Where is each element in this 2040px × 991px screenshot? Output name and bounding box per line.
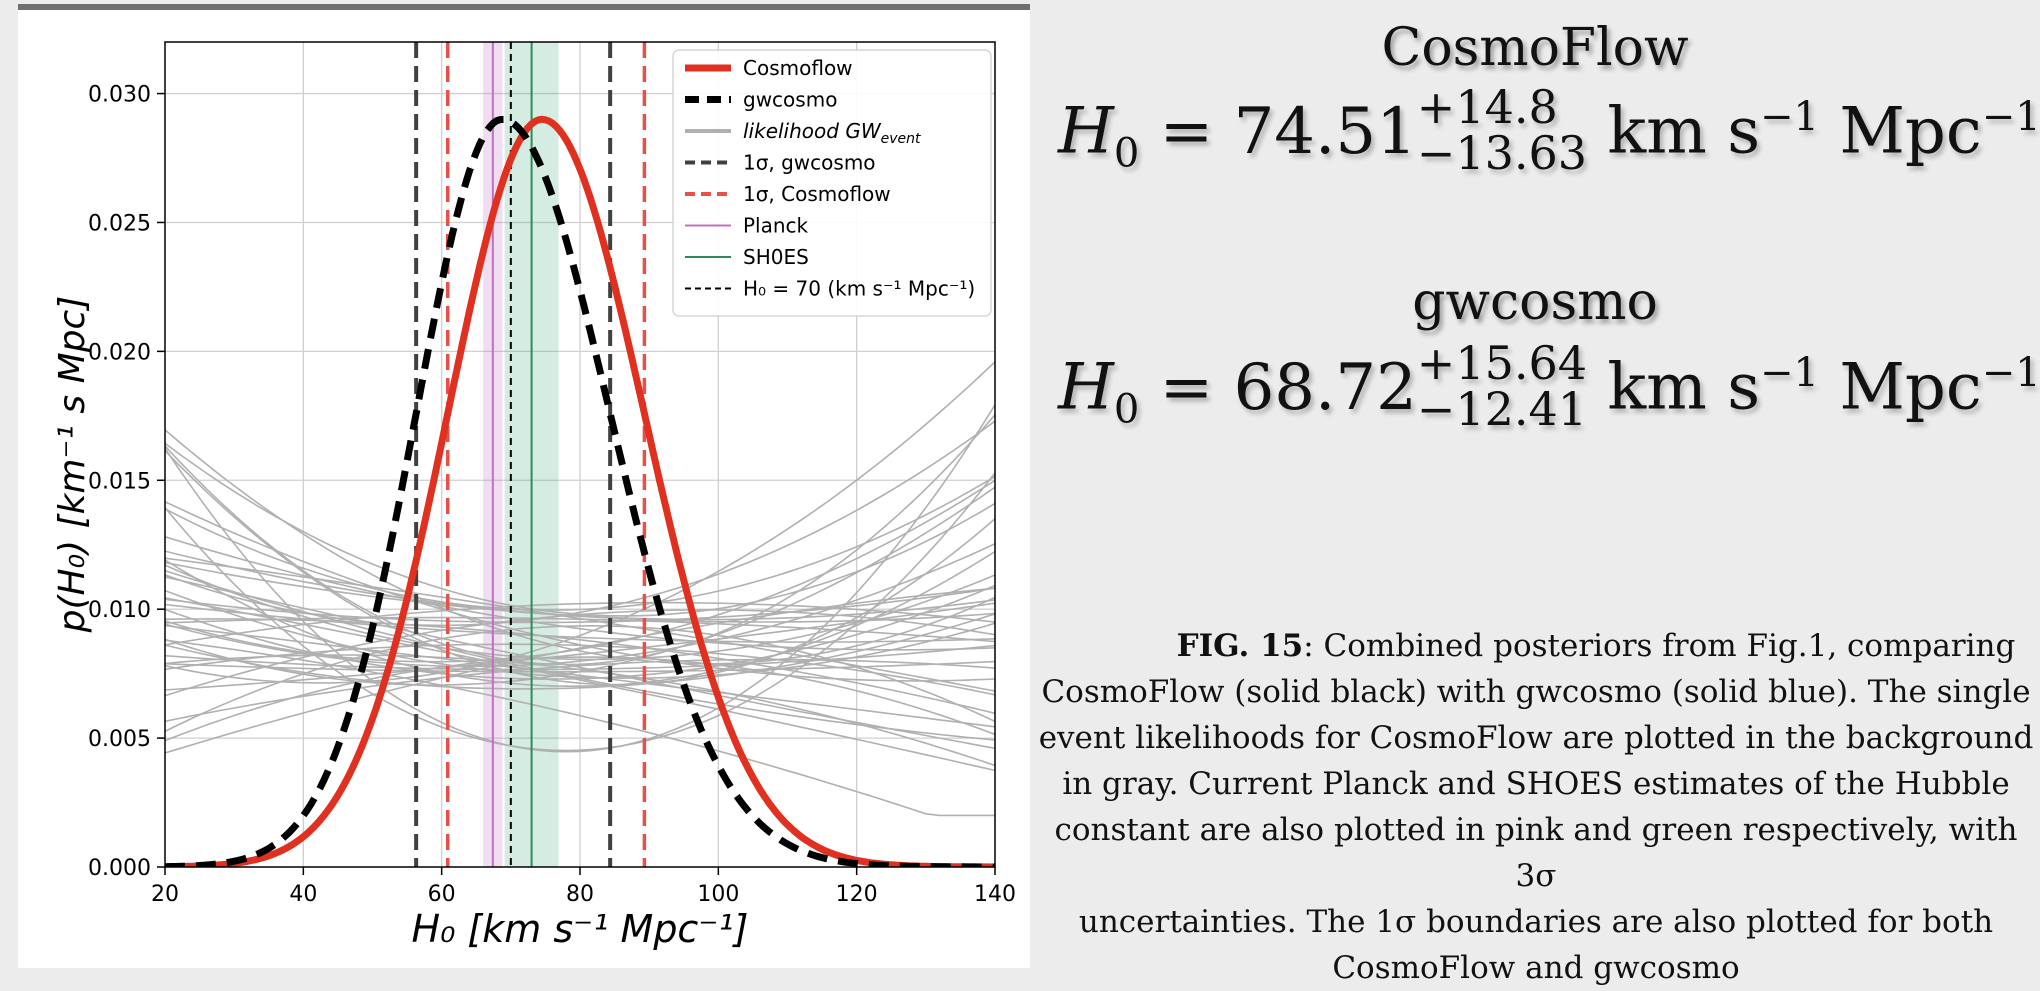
likelihood-curve — [165, 613, 995, 690]
gwcosmo-minus-error: −12.41 — [1416, 382, 1588, 436]
likelihood-curve — [165, 576, 995, 750]
likelihood-curve — [165, 584, 995, 680]
likelihood-curve — [165, 450, 995, 686]
x-tick-label: 60 — [428, 882, 456, 907]
cosmoflow-minus-error: −13.63 — [1416, 126, 1588, 180]
y-tick-label: 0.000 — [88, 856, 151, 881]
likelihood-curve — [165, 542, 995, 668]
likelihood-curve — [165, 618, 995, 715]
legend-box — [672, 49, 992, 317]
cosmoflow-symbol: H — [1058, 94, 1114, 169]
likelihood-curve — [165, 475, 995, 611]
y-tick-label: 0.020 — [88, 340, 151, 365]
x-tick-label: 140 — [974, 882, 1016, 907]
likelihood-curve — [165, 564, 995, 661]
legend-label: gwcosmo — [743, 88, 837, 112]
gwcosmo-units-exp2: −1 — [1981, 350, 2040, 397]
x-tick-label: 100 — [697, 882, 739, 907]
likelihood-curve — [165, 479, 995, 663]
x-tick-label: 20 — [151, 882, 179, 907]
y-tick-label: 0.030 — [88, 83, 151, 108]
likelihood-curve — [165, 500, 995, 682]
y-tick-label: 0.005 — [88, 727, 151, 752]
likelihood-curve — [165, 420, 995, 627]
cosmoflow-plus-error: +14.8 — [1416, 80, 1558, 134]
cosmoflow-units-exp2: −1 — [1981, 94, 2040, 141]
likelihood-curve — [165, 550, 995, 687]
legend-label: 1σ, gwcosmo — [743, 151, 876, 175]
cosmoflow-symbol-sub: 0 — [1113, 130, 1140, 177]
y-tick-label: 0.015 — [88, 469, 151, 494]
likelihood-curve — [165, 404, 995, 753]
figure-caption: FIG. 15: Combined posteriors from Fig.1,… — [1036, 623, 2036, 991]
gwcosmo-plus-error: +15.64 — [1416, 336, 1588, 390]
x-tick-label: 80 — [566, 882, 594, 907]
gwcosmo-value: 68.72 — [1233, 350, 1417, 425]
cosmoflow-result: CosmoFlow — [1030, 18, 2040, 78]
cosmoflow-units-mpc: Mpc — [1839, 94, 1982, 169]
likelihood-curve — [165, 609, 995, 697]
gwcosmo-units-exp1: −1 — [1760, 350, 1819, 397]
legend-label: H₀ = 70 (km s⁻¹ Mpc⁻¹) — [743, 277, 975, 301]
likelihood-curve — [165, 660, 995, 673]
y-tick-label: 0.025 — [88, 211, 151, 236]
likelihood-curve — [165, 361, 995, 684]
likelihood-curve — [165, 654, 995, 767]
likelihood-curve — [165, 658, 995, 723]
cosmoflow-units-km: km s — [1607, 94, 1761, 169]
gwcosmo-units-km: km s — [1607, 350, 1761, 425]
likelihood-curve — [165, 624, 995, 728]
gwcosmo-symbol-sub: 0 — [1113, 386, 1140, 433]
y-tick-label: 0.010 — [88, 598, 151, 623]
legend-label: 1σ, Cosmoflow — [743, 182, 891, 206]
likelihood-curve — [165, 414, 995, 666]
likelihood-curve — [165, 656, 995, 742]
cosmoflow-units-exp1: −1 — [1760, 94, 1819, 141]
likelihood-curve — [165, 557, 995, 692]
gwcosmo-equation: H0 = 68.72 +15.64 −12.41 km s−1 Mpc−1 — [1058, 336, 2040, 436]
gwcosmo-curve — [165, 116, 995, 867]
likelihood-curve — [165, 639, 995, 817]
caption-line: constant are also plotted in pink and gr… — [1054, 812, 2018, 894]
figure-panel: 20 40 60 80 100 120 140 0.000 0.005 0.010 0.015 0.0… — [18, 10, 1030, 968]
caption-line: CosmoFlow and gwcosmo — [1332, 950, 1740, 986]
likelihood-curve — [165, 601, 995, 646]
legend-label: SH0ES — [743, 245, 809, 269]
gwcosmo-symbol: H — [1058, 350, 1114, 425]
x-tick-label: 120 — [836, 882, 878, 907]
likelihood-curve — [165, 602, 995, 691]
gwcosmo-result: gwcosmo — [1030, 272, 2040, 332]
gwcosmo-units-mpc: Mpc — [1839, 350, 1982, 425]
x-axis-label: H₀ [km s⁻¹ Mpc⁻¹] — [412, 907, 749, 951]
caption-line: event likelihoods for CosmoFlow are plot… — [1038, 720, 2034, 756]
caption-line: : Combined posteriors from Fig.1, compar… — [1303, 628, 2016, 664]
caption-line: in gray. Current Planck and SHOES estima… — [1062, 766, 2010, 802]
posterior-chart: 20 40 60 80 100 120 140 0.000 0.005 0.010 0.015 0.0… — [52, 41, 1016, 951]
legend-label: Planck — [743, 214, 809, 238]
likelihood-curve — [165, 603, 995, 643]
cosmoflow-equation: H0 = 74.51 +14.8 −13.63 km s−1 Mpc−1 — [1058, 80, 2040, 180]
likelihood-curve — [165, 429, 995, 665]
caption-label: FIG. 15 — [1176, 628, 1304, 664]
cosmoflow-result-title: CosmoFlow — [1381, 18, 1689, 78]
likelihood-curve — [165, 589, 995, 679]
caption-line: CosmoFlow (solid black) with gwcosmo (so… — [1041, 674, 2031, 710]
y-axis-label: p(H₀) [km⁻¹ s Mpc] — [52, 296, 93, 634]
x-tick-label: 40 — [289, 882, 317, 907]
likelihood-curve — [165, 587, 995, 754]
cosmoflow-value: 74.51 — [1233, 94, 1417, 169]
legend-label: Cosmoflow — [743, 56, 853, 80]
gwcosmo-result-title: gwcosmo — [1412, 272, 1658, 332]
likelihood-curve — [165, 550, 995, 621]
legend-label: likelihood GWevent — [743, 119, 921, 147]
likelihood-curve — [165, 536, 995, 651]
caption-line: uncertainties. The 1σ boundaries are als… — [1078, 904, 1994, 940]
